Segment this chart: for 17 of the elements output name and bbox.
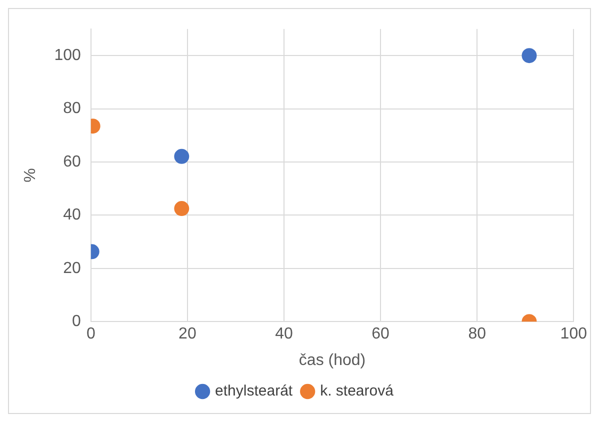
y-axis-title: % xyxy=(22,168,40,182)
x-tick-label: 80 xyxy=(468,326,486,343)
legend-label: k. stearová xyxy=(320,382,394,400)
y-tick-label: 60 xyxy=(63,153,81,170)
point xyxy=(522,48,537,64)
x-tick-label: 40 xyxy=(275,326,293,343)
x-axis-title: čas (hod) xyxy=(298,352,366,369)
x-tick-label: 20 xyxy=(178,326,196,343)
y-tick-label: 100 xyxy=(54,47,81,64)
x-tick-label: 60 xyxy=(372,326,390,343)
y-tick-label: 80 xyxy=(63,100,81,118)
legend-label: ethylstearát xyxy=(215,382,294,400)
x-tick-label: 100 xyxy=(560,326,588,343)
y-tick-label: 40 xyxy=(63,206,81,224)
y-tick-label: 0 xyxy=(72,313,81,330)
y-tick-label: 20 xyxy=(63,260,81,277)
x-tick-label: 0 xyxy=(86,326,96,343)
